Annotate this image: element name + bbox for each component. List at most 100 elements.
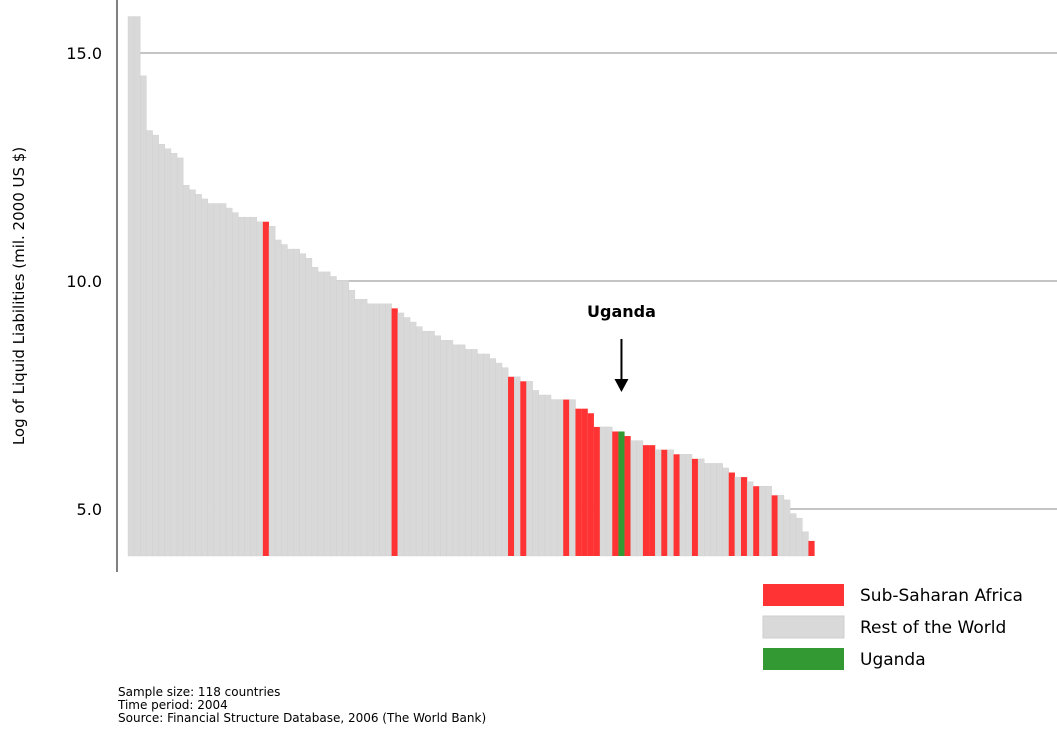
bar-21 — [256, 221, 264, 557]
bar-29 — [305, 258, 313, 557]
bar-107 — [783, 499, 791, 557]
bar-8 — [176, 157, 184, 557]
bar-70 — [556, 399, 564, 557]
bar-105 — [771, 495, 778, 556]
time-period-note: Time period: 2004 — [118, 698, 228, 712]
bar-61 — [501, 367, 509, 557]
bar-2 — [140, 75, 147, 557]
bar-67 — [538, 394, 546, 557]
bar-69 — [550, 399, 558, 557]
bar-14 — [213, 203, 221, 557]
bar-34 — [336, 280, 343, 557]
bar-71 — [563, 399, 570, 556]
bar-90 — [679, 454, 687, 557]
bar-55 — [464, 349, 472, 557]
bar-89 — [673, 454, 680, 556]
bar-9 — [182, 185, 190, 557]
bar-45 — [403, 317, 411, 557]
bar-85 — [649, 445, 656, 556]
bar-6 — [164, 148, 172, 557]
bar-62 — [508, 376, 515, 556]
bar-66 — [532, 390, 539, 557]
bar-11 — [195, 194, 202, 557]
legend-label-row: Rest of the World — [860, 618, 1006, 638]
y-axis-title: Log of Liquid Liabilities (mil. 2000 US … — [10, 147, 28, 445]
bar-35 — [342, 280, 349, 557]
bar-60 — [495, 362, 503, 557]
bar-96 — [716, 463, 723, 557]
y-tick-labels: 5.0 10.0 15.0 — [66, 44, 102, 519]
bar-91 — [685, 454, 693, 557]
bar-26 — [287, 248, 294, 557]
bar-65 — [526, 381, 533, 557]
bar-87 — [661, 449, 668, 556]
bar-56 — [471, 349, 478, 557]
bar-110 — [802, 531, 809, 557]
bar-3 — [146, 130, 153, 557]
bar-100 — [741, 477, 748, 556]
bar-104 — [765, 486, 772, 557]
y-tick-label-15.0: 15.0 — [66, 44, 102, 63]
bar-37 — [354, 299, 362, 557]
bar-57 — [477, 353, 484, 557]
bar-13 — [207, 203, 215, 557]
legend-swatch-uganda — [763, 648, 844, 670]
bar-78 — [605, 426, 613, 557]
bar-93 — [697, 458, 705, 557]
legend-label-uganda: Uganda — [860, 650, 926, 670]
bar-59 — [489, 358, 497, 557]
bar-4 — [152, 134, 159, 557]
annotation-arrow-head-0 — [614, 379, 629, 392]
bar-75 — [587, 413, 594, 556]
bar-40 — [373, 303, 380, 557]
bar-83 — [636, 440, 644, 557]
bar-63 — [513, 376, 521, 557]
bar-41 — [379, 303, 386, 557]
bar-50 — [434, 335, 441, 557]
bar-92 — [691, 458, 699, 556]
bar-24 — [274, 239, 282, 557]
bar-109 — [795, 517, 803, 557]
bar-36 — [348, 289, 356, 557]
bar-39 — [366, 303, 374, 557]
bar-16 — [225, 207, 233, 557]
bar-25 — [281, 244, 288, 557]
bar-94 — [704, 463, 711, 557]
bar-98 — [728, 472, 735, 556]
bar-53 — [452, 344, 460, 557]
bar-31 — [317, 271, 325, 557]
bar-23 — [268, 226, 276, 557]
bar-47 — [415, 326, 423, 557]
bar-20 — [250, 216, 257, 557]
bar-86 — [654, 449, 662, 557]
bar-19 — [244, 216, 251, 557]
annotation-label-0: Uganda — [587, 302, 656, 321]
y-tick-label-5.0: 5.0 — [77, 500, 102, 519]
legend: Sub-Saharan Africa Rest of the World Ugand… — [762, 584, 1023, 670]
bar-99 — [734, 476, 742, 557]
bar-77 — [599, 426, 607, 557]
y-tick-label-10.0: 10.0 — [66, 272, 102, 291]
bar-5 — [158, 143, 166, 557]
sample-size-note: Sample size: 118 countries — [118, 685, 281, 699]
bar-79 — [612, 431, 619, 556]
legend-swatch-row — [762, 615, 845, 639]
annotations: Uganda — [587, 302, 656, 392]
footnotes: Sample size: 118 countries Time period: … — [118, 686, 486, 725]
bar-74 — [581, 408, 588, 556]
legend-label-ssa: Sub-Saharan Africa — [860, 586, 1023, 606]
bar-103 — [759, 486, 766, 557]
bar-32 — [323, 271, 331, 557]
bar-81 — [624, 436, 631, 556]
bar-1 — [133, 16, 141, 557]
bar-80 — [618, 431, 625, 556]
bar-18 — [238, 216, 245, 557]
bar-0 — [127, 16, 135, 557]
bar-49 — [428, 330, 435, 557]
bar-48 — [422, 330, 429, 557]
bar-97 — [722, 467, 729, 557]
bar-27 — [293, 248, 300, 557]
bar-12 — [201, 198, 208, 557]
bar-43 — [391, 308, 398, 556]
legend-swatch-ssa — [763, 584, 844, 606]
